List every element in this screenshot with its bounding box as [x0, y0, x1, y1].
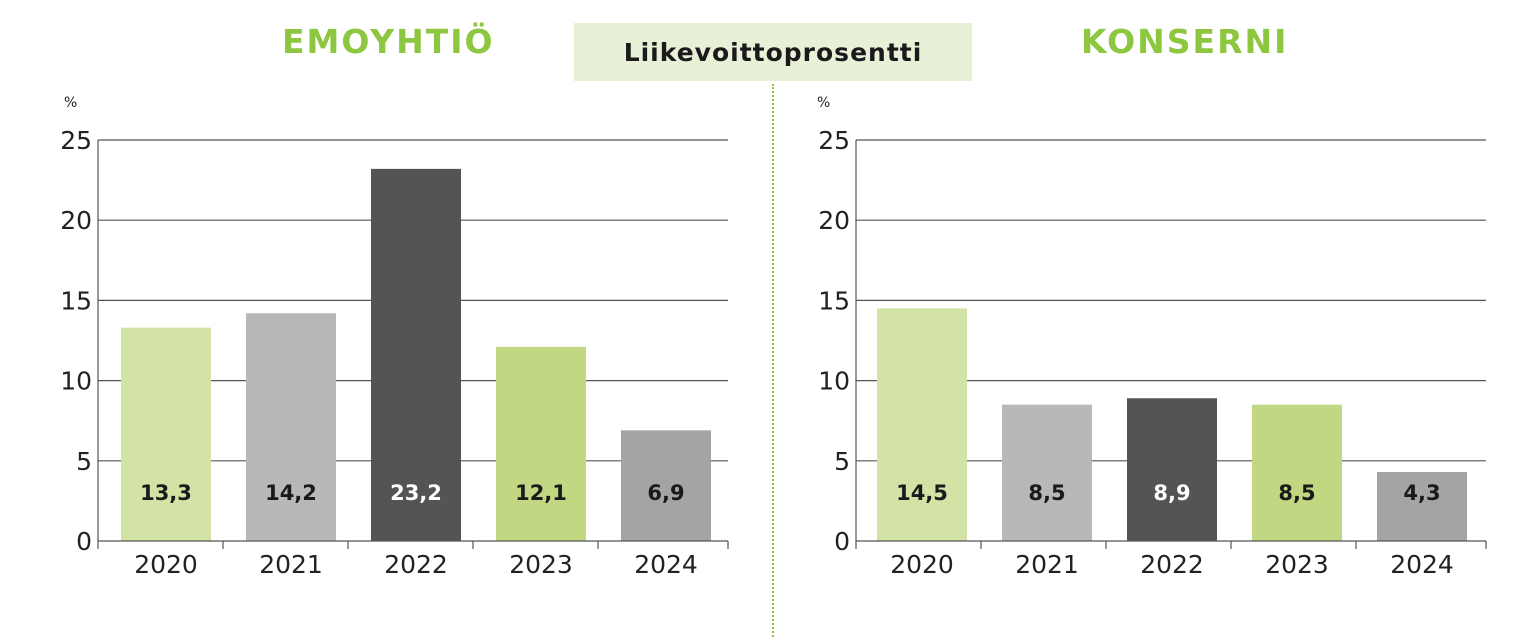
left-bar-data-label: 23,2: [390, 481, 442, 505]
left-x-tick-label: 2024: [634, 550, 698, 579]
divider: [772, 84, 774, 637]
left-bar-2024: [621, 430, 711, 541]
right-bar-data-label: 14,5: [896, 481, 948, 505]
right-bar-2020: [877, 308, 967, 541]
right-bar-data-label: 4,3: [1403, 481, 1440, 505]
chart-title-emoyhtio: EMOYHTIÖ: [282, 22, 495, 61]
right-bar-2024: [1377, 472, 1467, 541]
left-bar-data-label: 6,9: [647, 481, 684, 505]
right-x-tick-label: 2023: [1265, 550, 1329, 579]
right-y-tick-label: 20: [818, 206, 850, 235]
right-y-unit-label: %: [817, 95, 830, 111]
left-x-tick-label: 2023: [509, 550, 573, 579]
right-x-tick-label: 2022: [1140, 550, 1204, 579]
right-y-tick-label: 25: [818, 126, 850, 155]
left-bar-2020: [121, 327, 211, 541]
right-x-tick-label: 2020: [890, 550, 954, 579]
left-y-tick-label: 10: [60, 367, 92, 396]
left-x-tick-label: 2022: [384, 550, 448, 579]
right-x-tick-label: 2024: [1390, 550, 1454, 579]
right-y-tick-label: 15: [818, 286, 850, 315]
left-bar-2023: [496, 346, 586, 541]
right-bar-data-label: 8,9: [1153, 481, 1190, 505]
right-bar-2021: [1002, 404, 1092, 541]
left-bar-2021: [246, 313, 336, 541]
right-bar-data-label: 8,5: [1028, 481, 1065, 505]
right-y-tick-label: 5: [834, 447, 850, 476]
right-y-tick-label: 10: [818, 367, 850, 396]
right-y-tick-label: 0: [834, 527, 850, 556]
left-y-tick-label: 25: [60, 126, 92, 155]
left-y-tick-label: 0: [76, 527, 92, 556]
left-x-tick-label: 2020: [134, 550, 198, 579]
right-bar-2023: [1252, 404, 1342, 541]
right-bar-2022: [1127, 398, 1217, 541]
left-y-tick-label: 20: [60, 206, 92, 235]
right-bar-data-label: 8,5: [1278, 481, 1315, 505]
right-x-tick-label: 2021: [1015, 550, 1079, 579]
left-bar-data-label: 12,1: [515, 481, 567, 505]
left-y-tick-label: 5: [76, 447, 92, 476]
left-y-tick-label: 15: [60, 286, 92, 315]
chart-title-konserni: KONSERNI: [1081, 22, 1289, 61]
left-y-unit-label: %: [64, 95, 77, 111]
center-label: Liikevoittoprosentti: [574, 23, 972, 81]
left-x-tick-label: 2021: [259, 550, 323, 579]
left-bar-data-label: 13,3: [140, 481, 192, 505]
left-bar-data-label: 14,2: [265, 481, 317, 505]
left-bar-2022: [371, 168, 461, 541]
